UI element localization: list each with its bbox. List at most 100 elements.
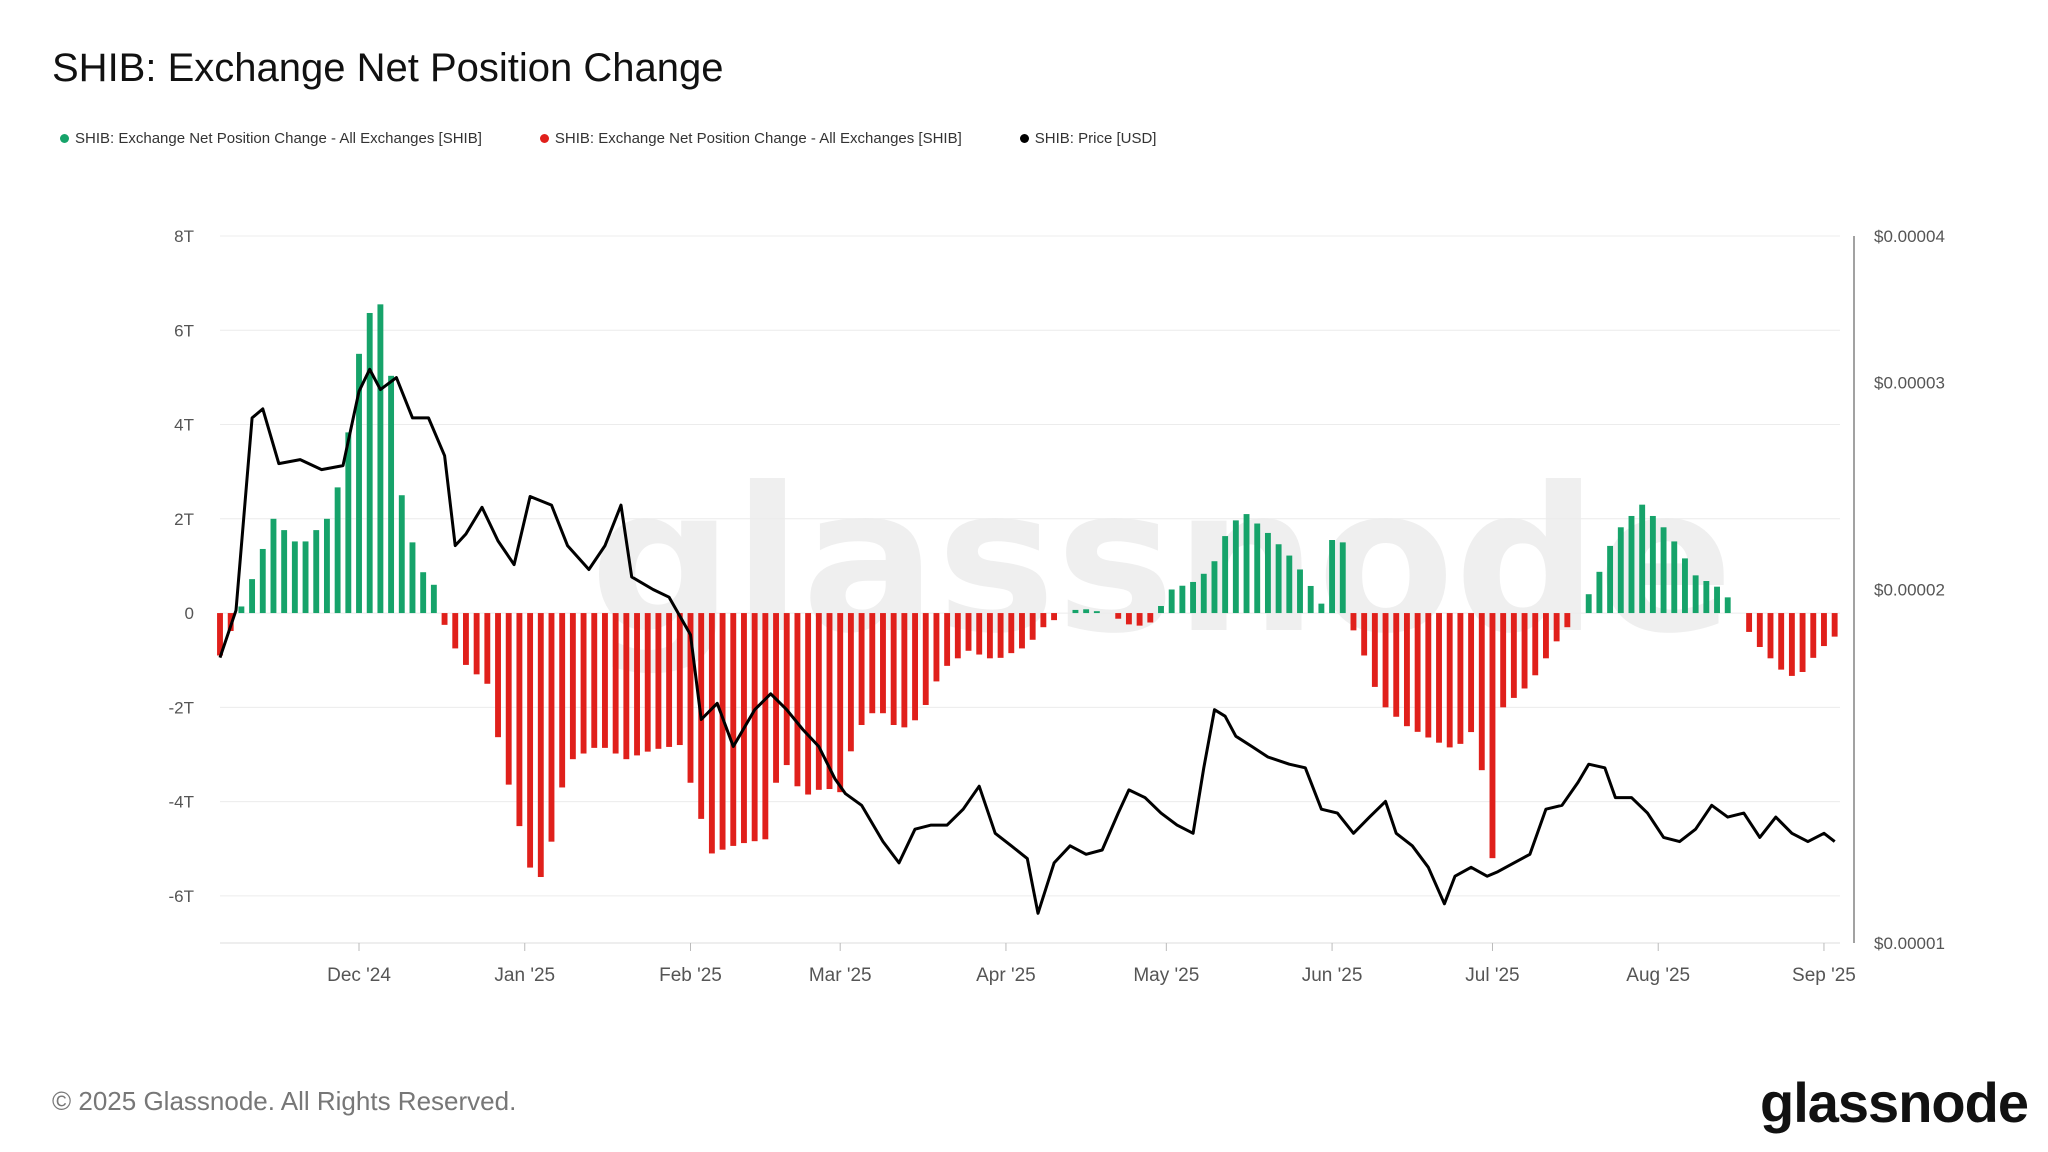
- y-left-tick-label: 0: [185, 604, 194, 623]
- x-tick-label: May '25: [1133, 965, 1199, 986]
- price-series: [218, 367, 1836, 915]
- bar-positive: [1243, 514, 1250, 614]
- bar-negative: [1478, 613, 1485, 771]
- bar-negative: [708, 613, 715, 854]
- bar-positive: [291, 541, 298, 614]
- bar-positive: [430, 584, 437, 614]
- x-tick-label: Mar '25: [809, 965, 872, 986]
- bar-positive: [345, 432, 352, 614]
- bar-negative: [1521, 613, 1528, 689]
- y-right-tick-label: $0.00002: [1874, 581, 1945, 600]
- bar-negative: [730, 613, 737, 846]
- x-tick-label: Jul '25: [1465, 965, 1519, 986]
- bar-negative: [634, 613, 640, 756]
- bar-negative: [1425, 613, 1432, 738]
- bar-positive: [398, 495, 405, 614]
- bar-negative: [1468, 613, 1475, 733]
- bar-negative: [805, 613, 812, 795]
- bar-positive: [1318, 603, 1325, 614]
- bar-negative: [1051, 613, 1057, 621]
- legend-item-positive[interactable]: SHIB: Exchange Net Position Change - All…: [60, 130, 482, 147]
- bar-positive: [313, 530, 320, 614]
- bar-positive: [1083, 609, 1090, 614]
- bar-negative: [1029, 613, 1036, 640]
- copyright-text: © 2025 Glassnode. All Rights Reserved.: [52, 1086, 517, 1116]
- bar-negative: [505, 613, 512, 785]
- bar-negative: [997, 613, 1004, 658]
- bar-negative: [1446, 613, 1453, 748]
- bar-negative: [580, 613, 587, 754]
- bar-negative: [1371, 613, 1378, 687]
- bar-negative: [986, 613, 993, 659]
- bar-positive: [1158, 605, 1164, 614]
- bar-negative: [794, 613, 801, 787]
- bar-positive: [1339, 542, 1346, 614]
- bar-negative: [1767, 613, 1774, 659]
- bar-positive: [270, 518, 277, 614]
- bar-positive: [1682, 558, 1688, 614]
- chart-legend: SHIB: Exchange Net Position Change - All…: [60, 130, 1156, 147]
- bar-negative: [1382, 613, 1389, 708]
- bar-negative: [847, 613, 854, 752]
- bar-negative: [1799, 613, 1806, 672]
- y-left-tick-label: 6T: [174, 321, 194, 340]
- bar-positive: [1628, 515, 1635, 614]
- bar-negative: [473, 613, 480, 675]
- bar-positive: [1297, 569, 1303, 614]
- bar-negative: [623, 613, 630, 760]
- bar-negative: [858, 613, 865, 726]
- bar-negative: [441, 613, 448, 625]
- x-tick-label: Jun '25: [1302, 965, 1363, 986]
- bar-positive: [334, 487, 341, 614]
- legend-item-price[interactable]: SHIB: Price [USD]: [1019, 130, 1157, 147]
- bar-negative: [912, 613, 918, 721]
- bar-positive: [1639, 504, 1646, 614]
- bar-negative: [1361, 613, 1368, 656]
- bar-negative: [1403, 613, 1410, 727]
- axes: 8T 6T 4T 2T 0 -2T -4T -6T $0.00004 $0.00003 $0.000…: [169, 227, 1945, 986]
- bar-negative: [837, 613, 844, 793]
- x-tick-label: Apr '25: [976, 965, 1036, 986]
- bar-positive: [409, 542, 416, 614]
- bar-negative: [484, 613, 491, 684]
- bar-negative: [666, 613, 673, 747]
- legend-item-negative[interactable]: SHIB: Exchange Net Position Change - All…: [539, 130, 962, 147]
- bar-negative: [1564, 613, 1571, 628]
- bar-positive: [1307, 585, 1314, 614]
- bar-positive: [1329, 540, 1336, 614]
- bar-negative: [783, 613, 790, 766]
- bar-negative: [655, 613, 662, 749]
- bar-negative: [1147, 613, 1154, 623]
- bar-negative: [644, 613, 651, 752]
- bar-positive: [1596, 571, 1603, 614]
- bar-positive: [1607, 545, 1614, 614]
- bar-negative: [548, 613, 555, 842]
- bar-negative: [1756, 613, 1763, 648]
- bar-positive: [1724, 597, 1731, 614]
- bar-negative: [901, 613, 908, 728]
- y-left-tick-label: 4T: [174, 416, 194, 435]
- y-right-tick-label: $0.00001: [1874, 934, 1945, 953]
- bar-series: [217, 304, 1838, 878]
- legend-label: SHIB: Price [USD]: [1034, 130, 1157, 147]
- page-title: SHIB: Exchange Net Position Change: [52, 46, 724, 90]
- x-tick-label: Aug '25: [1626, 965, 1690, 986]
- bar-negative: [591, 613, 598, 748]
- bar-negative: [965, 613, 972, 651]
- bar-positive: [249, 579, 256, 614]
- bar-negative: [537, 613, 544, 878]
- bar-positive: [1286, 555, 1293, 614]
- bar-negative: [1788, 613, 1795, 676]
- bar-negative: [719, 613, 726, 850]
- bar-positive: [1222, 536, 1229, 614]
- y-left-tick-label: 2T: [174, 510, 194, 529]
- bar-negative: [1500, 613, 1507, 708]
- bar-negative: [687, 613, 694, 783]
- bar-negative: [944, 613, 951, 666]
- bar-negative: [217, 613, 223, 656]
- bar-negative: [1746, 613, 1753, 632]
- bar-positive: [1275, 544, 1282, 614]
- bar-positive: [1714, 586, 1720, 614]
- legend-label: SHIB: Exchange Net Position Change - All…: [554, 130, 962, 147]
